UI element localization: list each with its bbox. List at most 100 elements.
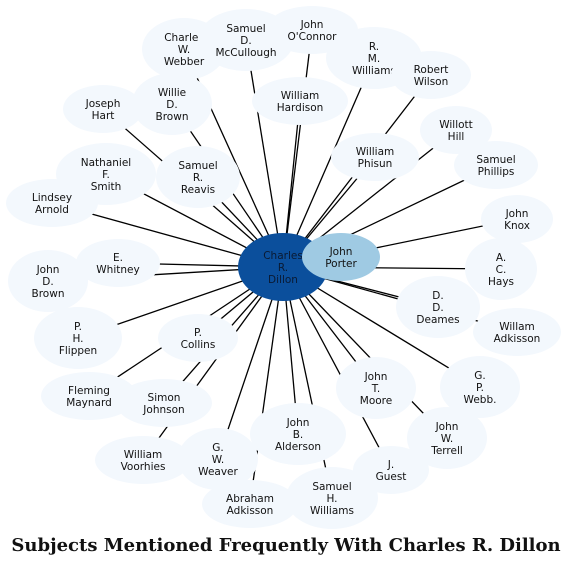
node-label-word: T. (371, 383, 381, 395)
node-label-word: Webber (164, 56, 205, 68)
edge-rmwilliams (282, 57, 375, 268)
node-label-word: Dillon (268, 274, 298, 286)
node-ellipse (132, 73, 212, 135)
node-ellipse (391, 51, 471, 99)
node-label-word: Robert (414, 64, 449, 76)
node-label-word: Webb. (464, 394, 497, 406)
node-guest: J.Guest (353, 446, 429, 494)
node-label-word: McCullough (215, 47, 276, 59)
node-ellipse (473, 308, 561, 356)
node-label-word: Johnson (142, 404, 184, 416)
node-ellipse (331, 133, 419, 181)
node-label-word: W. (441, 433, 454, 445)
node-ellipse (465, 238, 537, 300)
node-label-word: John (505, 208, 529, 220)
node-label-word: Samuel (312, 481, 351, 493)
node-webb: G.P.Webb. (440, 356, 520, 418)
node-ellipse (353, 446, 429, 494)
node-label-word: Alderson (275, 441, 321, 453)
node-ellipse (250, 403, 346, 465)
node-ellipse (8, 250, 88, 312)
node-label-word: Collins (181, 339, 216, 351)
node-weaver: G.W.Weaver (178, 428, 258, 490)
node-label-word: Lindsey (32, 192, 72, 204)
node-ellipse (407, 407, 487, 469)
edge-voorhies (142, 266, 284, 461)
node-label-word: Abraham (226, 493, 274, 505)
node-label-word: Weaver (198, 466, 238, 478)
node-label-word: Wilson (414, 76, 449, 88)
node-label-word: Terrell (430, 445, 463, 457)
node-deames: D.D.Deames (396, 276, 480, 338)
node-hays: A.C.Hays (465, 238, 537, 300)
node-label-word: J. (387, 459, 394, 471)
node-label-word: E. (113, 252, 123, 264)
node-label-word: H. (72, 333, 83, 345)
node-label-word: W. (178, 44, 191, 56)
node-label-word: Knox (504, 220, 530, 232)
node-label-word: Phisun (358, 158, 393, 170)
node-label-word: Samuel (178, 160, 217, 172)
node-label-word: John (329, 246, 353, 258)
node-label-word: H. (326, 493, 337, 505)
node-label-word: John (435, 421, 459, 433)
node-label-word: William (281, 90, 319, 102)
node-ellipse (63, 85, 143, 133)
node-label-word: Williams (310, 505, 354, 517)
node-label-word: William (356, 146, 394, 158)
node-label-word: O'Connor (288, 31, 338, 43)
node-label-word: G. (212, 442, 223, 454)
node-label-word: R. (193, 172, 203, 184)
node-ellipse (454, 141, 538, 189)
node-label-word: Brown (156, 111, 189, 123)
node-ellipse (41, 372, 137, 420)
node-label-word: Brown (32, 288, 65, 300)
node-label-word: Hart (92, 110, 115, 122)
node-label-word: Charles (164, 32, 204, 44)
node-label-word: Porter (325, 258, 357, 270)
node-label-word: R. (278, 262, 288, 274)
node-label-word: P. (74, 321, 82, 333)
node-label-word: Hill (448, 131, 465, 143)
node-ellipse (76, 239, 160, 287)
node-label-word: P. (194, 327, 202, 339)
node-ellipse (396, 276, 480, 338)
node-label-word: William (124, 449, 162, 461)
node-label-word: John (36, 264, 60, 276)
diagram-title: Subjects Mentioned Frequently With Charl… (11, 535, 561, 556)
node-ellipse (158, 314, 238, 362)
node-ellipse (178, 428, 258, 490)
node-label-word: Phillips (478, 166, 515, 178)
node-label-word: Adkisson (227, 505, 274, 517)
node-whitney: E.Whitney (76, 239, 160, 287)
node-ellipse (156, 146, 240, 208)
node-label-word: Williams (352, 65, 396, 77)
node-label-word: Nathaniel (81, 157, 131, 169)
node-label-word: D. (432, 290, 443, 302)
node-label-word: G. (474, 370, 485, 382)
node-ellipse (6, 179, 98, 227)
node-label-word: John (300, 19, 324, 31)
node-ellipse (420, 106, 492, 154)
node-label-word: Maynard (66, 397, 112, 409)
edge-terrell (282, 266, 448, 439)
node-label-word: Simon (148, 392, 181, 404)
node-label-word: Willam (499, 321, 535, 333)
node-label-word: Charles (263, 250, 303, 262)
